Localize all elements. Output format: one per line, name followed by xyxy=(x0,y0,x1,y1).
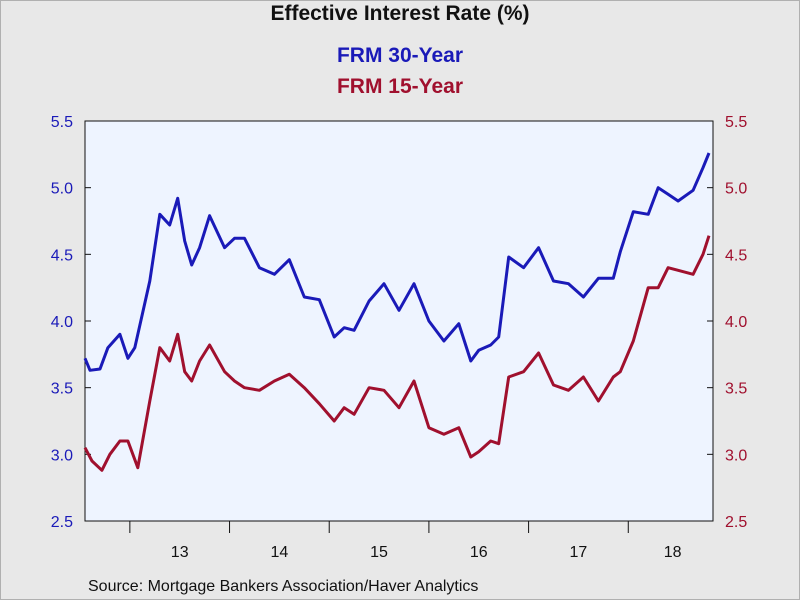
y-tick-label-left: 4.0 xyxy=(51,314,73,331)
y-tick-label-left: 5.0 xyxy=(51,181,73,198)
source-note: Source: Mortgage Bankers Association/Hav… xyxy=(88,578,479,595)
x-tick-label: 16 xyxy=(470,544,488,561)
x-tick-label: 13 xyxy=(171,544,189,561)
series-line-15-year xyxy=(83,235,711,472)
y-tick-label-right: 5.5 xyxy=(725,114,747,131)
y-tick-label-left: 5.5 xyxy=(51,114,73,131)
y-tick-label-right: 4.5 xyxy=(725,247,747,264)
x-tick-label: 14 xyxy=(270,544,288,561)
y-tick-label-left: 3.5 xyxy=(51,381,73,398)
chart-title: Effective Interest Rate (%) xyxy=(270,2,530,25)
x-tick-label: 18 xyxy=(664,544,682,561)
y-tick-label-right: 2.5 xyxy=(725,514,747,531)
y-tick-label-left: 3.0 xyxy=(51,447,73,464)
y-tick-label-right: 3.0 xyxy=(725,447,747,464)
series-line-30-year xyxy=(83,152,711,372)
legend-series-30-year: FRM 30-Year xyxy=(336,44,464,67)
y-tick-label-left: 2.5 xyxy=(51,514,73,531)
y-tick-label-right: 3.5 xyxy=(725,381,747,398)
y-tick-label-right: 4.0 xyxy=(725,314,747,331)
x-tick-label: 15 xyxy=(370,544,388,561)
y-tick-label-right: 5.0 xyxy=(725,181,747,198)
y-tick-label-left: 4.5 xyxy=(51,247,73,264)
x-tick-label: 17 xyxy=(570,544,588,561)
legend-series-15-year: FRM 15-Year xyxy=(336,75,464,98)
plot-area xyxy=(84,120,714,522)
